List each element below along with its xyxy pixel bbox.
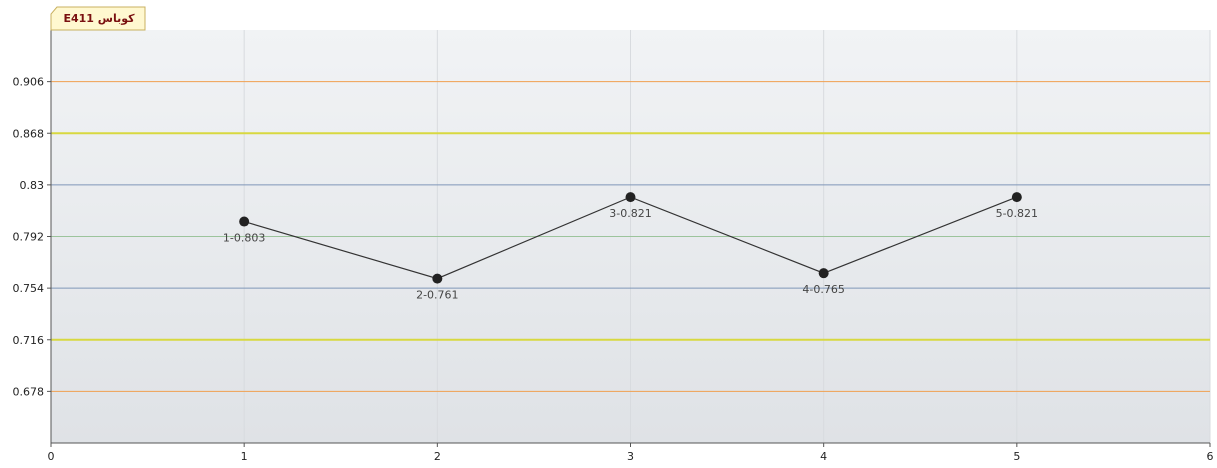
y-tick-labels: 0.678 0.716 0.754 0.792 0.83 0.868 0.906 (13, 76, 45, 399)
axes (50, 30, 1210, 444)
data-point (1011, 192, 1022, 203)
x-tick-label: 5 (1013, 450, 1020, 463)
x-tick-label: 3 (627, 450, 634, 463)
title-tab-shape (50, 6, 146, 31)
y-tick-label: 0.83 (20, 179, 45, 192)
chart-title-tab: کوباس E411 (50, 6, 146, 31)
data-point (239, 216, 250, 227)
y-tick-label: 0.868 (13, 127, 45, 140)
data-point-label: 1-0.803 (223, 232, 265, 245)
x-tick-label: 4 (820, 450, 827, 463)
chart-title: کوباس E411 (63, 12, 135, 25)
data-point (432, 273, 443, 284)
x-tick-labels: 0 1 2 3 4 5 6 (48, 450, 1214, 463)
x-tick-label: 1 (241, 450, 248, 463)
data-point-label: 4-0.765 (802, 283, 844, 296)
data-point-label: 3-0.821 (609, 207, 651, 220)
data-point (818, 268, 829, 279)
data-point-label: 2-0.761 (416, 289, 458, 302)
x-tick-label: 6 (1207, 450, 1214, 463)
y-tick-label: 0.678 (13, 385, 45, 398)
y-tick-label: 0.792 (13, 231, 45, 244)
y-tick-label: 0.906 (13, 76, 45, 89)
y-tick-label: 0.754 (13, 282, 45, 295)
series-markers (239, 192, 1022, 284)
data-point (625, 192, 636, 203)
x-tick-label: 2 (434, 450, 441, 463)
point-labels: 1-0.803 2-0.761 3-0.821 4-0.765 5-0.821 (223, 207, 1038, 302)
x-tick-label: 0 (48, 450, 55, 463)
data-point-label: 5-0.821 (996, 207, 1038, 220)
y-tick-label: 0.716 (13, 334, 45, 347)
reference-lines (51, 81, 1210, 392)
